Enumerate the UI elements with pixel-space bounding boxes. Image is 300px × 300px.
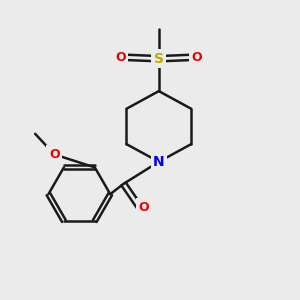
Text: O: O [192, 51, 203, 64]
Text: O: O [139, 201, 149, 214]
Text: O: O [49, 148, 60, 161]
Text: N: N [153, 155, 165, 169]
Text: S: S [154, 52, 164, 66]
Text: O: O [115, 51, 126, 64]
